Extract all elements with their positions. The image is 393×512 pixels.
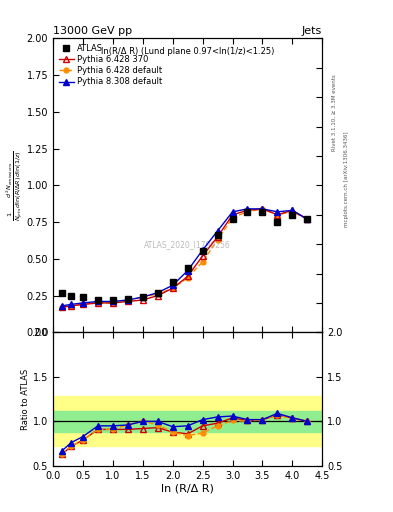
Pythia 6.428 370 xyxy=(305,216,310,222)
ATLAS xyxy=(290,211,295,218)
Pythia 6.428 370 xyxy=(260,206,265,212)
Pythia 6.428 default xyxy=(305,216,310,222)
Pythia 6.428 default xyxy=(200,259,205,265)
Pythia 6.428 370 xyxy=(245,207,250,214)
ATLAS xyxy=(110,297,115,303)
Pythia 8.308 default xyxy=(245,206,250,212)
Pythia 6.428 default xyxy=(60,304,64,310)
ATLAS xyxy=(170,279,175,285)
Pythia 8.308 default xyxy=(81,300,85,306)
Pythia 6.428 370 xyxy=(215,233,220,240)
Pythia 8.308 default xyxy=(275,209,280,215)
Text: mcplots.cern.ch [arXiv:1306.3436]: mcplots.cern.ch [arXiv:1306.3436] xyxy=(344,132,349,227)
Pythia 6.428 default xyxy=(290,209,295,215)
Pythia 8.308 default xyxy=(185,268,190,274)
Line: Pythia 6.428 default: Pythia 6.428 default xyxy=(60,206,310,310)
Pythia 6.428 370 xyxy=(125,298,130,305)
Pythia 8.308 default xyxy=(215,228,220,234)
ATLAS xyxy=(81,294,85,300)
Pythia 6.428 370 xyxy=(95,300,100,306)
ATLAS xyxy=(185,265,190,271)
Pythia 6.428 default xyxy=(260,206,265,212)
Pythia 6.428 370 xyxy=(140,297,145,303)
Pythia 8.308 default xyxy=(170,282,175,288)
Pythia 6.428 370 xyxy=(170,285,175,291)
Pythia 8.308 default xyxy=(60,303,64,309)
Line: Pythia 8.308 default: Pythia 8.308 default xyxy=(59,206,310,309)
ATLAS xyxy=(69,292,73,298)
ATLAS xyxy=(125,295,130,302)
Pythia 6.428 370 xyxy=(275,211,280,218)
Legend: ATLAS, Pythia 6.428 370, Pythia 6.428 default, Pythia 8.308 default: ATLAS, Pythia 6.428 370, Pythia 6.428 de… xyxy=(57,42,164,88)
ATLAS xyxy=(215,232,220,239)
Pythia 6.428 default xyxy=(185,275,190,281)
Pythia 8.308 default xyxy=(125,297,130,303)
Pythia 8.308 default xyxy=(305,216,310,222)
Pythia 6.428 370 xyxy=(155,292,160,298)
Pythia 6.428 default xyxy=(245,209,250,215)
ATLAS xyxy=(155,290,160,296)
ATLAS xyxy=(200,248,205,254)
Pythia 6.428 default xyxy=(125,297,130,303)
Pythia 6.428 default xyxy=(81,302,85,308)
Pythia 6.428 default xyxy=(140,294,145,300)
Line: ATLAS: ATLAS xyxy=(59,209,310,303)
Pythia 8.308 default xyxy=(230,209,235,215)
Text: Rivet 3.1.10, ≥ 3.3M events: Rivet 3.1.10, ≥ 3.3M events xyxy=(332,74,337,151)
Y-axis label: $\frac{1}{N_{jets}}\frac{d^2 N_{emissions}}{d\ln(R/\Delta R)\,d\ln(1/z)}$: $\frac{1}{N_{jets}}\frac{d^2 N_{emission… xyxy=(4,150,25,221)
ATLAS xyxy=(140,294,145,300)
Pythia 8.308 default xyxy=(290,207,295,214)
ATLAS xyxy=(245,209,250,215)
Pythia 8.308 default xyxy=(95,298,100,305)
Pythia 8.308 default xyxy=(140,294,145,300)
Pythia 6.428 default xyxy=(69,303,73,309)
Pythia 8.308 default xyxy=(155,290,160,296)
Text: 13000 GeV pp: 13000 GeV pp xyxy=(53,26,132,36)
ATLAS xyxy=(275,219,280,225)
Pythia 6.428 370 xyxy=(60,304,64,310)
X-axis label: ln (R/Δ R): ln (R/Δ R) xyxy=(161,483,214,494)
Pythia 6.428 default xyxy=(155,291,160,297)
Pythia 6.428 370 xyxy=(290,207,295,214)
Text: Jets: Jets xyxy=(302,26,322,36)
Pythia 6.428 370 xyxy=(81,302,85,308)
Pythia 6.428 default xyxy=(170,285,175,291)
ATLAS xyxy=(95,297,100,303)
Line: Pythia 6.428 370: Pythia 6.428 370 xyxy=(59,206,310,310)
ATLAS xyxy=(260,209,265,215)
ATLAS xyxy=(230,216,235,222)
Pythia 6.428 370 xyxy=(110,300,115,306)
ATLAS xyxy=(60,290,64,296)
Pythia 6.428 default xyxy=(215,237,220,243)
Pythia 8.308 default xyxy=(69,302,73,308)
Pythia 6.428 default xyxy=(95,300,100,306)
Pythia 8.308 default xyxy=(200,247,205,253)
Text: ATLAS_2020_I1790256: ATLAS_2020_I1790256 xyxy=(144,240,231,249)
Pythia 6.428 370 xyxy=(185,273,190,280)
Pythia 6.428 default xyxy=(230,215,235,221)
Text: ln(R/Δ R) (Lund plane 0.97<ln(1/z)<1.25): ln(R/Δ R) (Lund plane 0.97<ln(1/z)<1.25) xyxy=(101,47,274,56)
Y-axis label: Ratio to ATLAS: Ratio to ATLAS xyxy=(21,369,30,430)
Pythia 8.308 default xyxy=(110,298,115,305)
Pythia 6.428 default xyxy=(110,300,115,306)
ATLAS xyxy=(305,216,310,222)
Pythia 6.428 default xyxy=(275,211,280,218)
Pythia 6.428 370 xyxy=(200,253,205,259)
Pythia 6.428 370 xyxy=(69,303,73,309)
Pythia 6.428 370 xyxy=(230,211,235,218)
Pythia 8.308 default xyxy=(260,206,265,212)
